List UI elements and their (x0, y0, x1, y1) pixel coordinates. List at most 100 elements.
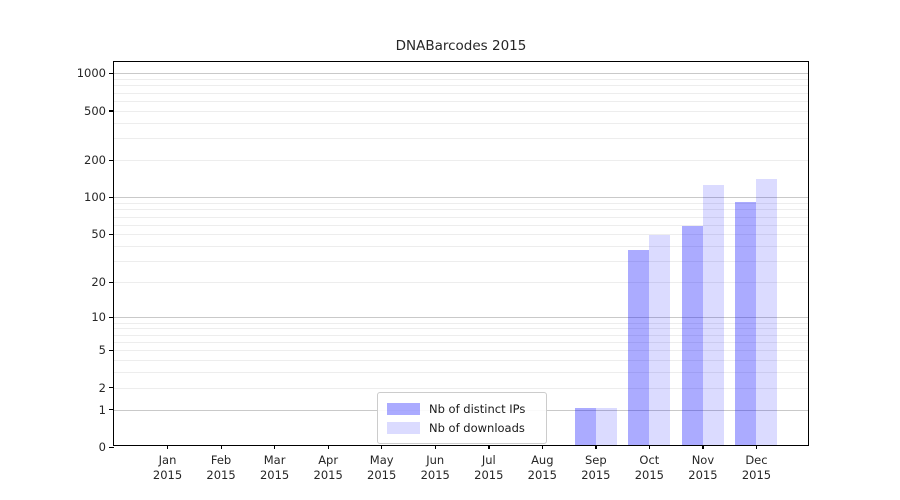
x-tick (648, 445, 651, 449)
gridline-minor (114, 224, 808, 226)
x-tick-year: 2015 (634, 468, 665, 482)
gridline-minor (114, 246, 808, 248)
legend-label-distinct-ips: Nb of distinct IPs (429, 401, 526, 416)
bar-downloads-dec (756, 179, 778, 445)
x-tick-label: Sep 2015 (566, 453, 626, 483)
x-tick (167, 445, 169, 449)
y-tick (109, 409, 114, 411)
y-tick-label: 1 (98, 402, 106, 417)
gridline-minor (114, 92, 808, 94)
x-tick-month: Dec (745, 453, 768, 467)
x-tick-label: Apr 2015 (298, 453, 358, 483)
x-tick-year: 2015 (206, 468, 236, 482)
gridline-minor (114, 234, 808, 236)
gridline-minor (114, 122, 808, 124)
x-tick (381, 445, 383, 449)
x-tick-month: Aug (531, 453, 554, 467)
x-tick-label: Jun 2015 (405, 453, 465, 483)
x-tick-month: Jun (426, 453, 445, 467)
gridline-major (114, 197, 808, 199)
x-tick-year: 2015 (152, 468, 183, 482)
chart-title: DNABarcodes 2015 (395, 38, 527, 54)
gridline-minor (114, 372, 808, 374)
x-tick (327, 445, 329, 449)
y-tick (109, 316, 114, 319)
x-tick-month: Apr (318, 453, 339, 467)
gridline-minor (114, 203, 808, 205)
y-tick-label: 100 (84, 190, 106, 205)
legend: Nb of distinct IPs Nb of downloads (377, 392, 547, 444)
x-tick-year: 2015 (420, 468, 450, 482)
x-tick-month: May (369, 453, 394, 467)
plot-area: 0 1 2 5 10 20 50 100 200 500 1000 Jan 2015 Feb 2015 Mar… (77, 61, 809, 482)
y-tick (109, 387, 114, 389)
gridline-minor (114, 282, 808, 284)
gridline-minor (114, 216, 808, 218)
gridline-major (114, 73, 808, 75)
x-tick (274, 445, 276, 449)
x-tick-label: Aug 2015 (512, 453, 572, 483)
x-tick-label: Dec 2015 (726, 453, 786, 483)
y-tick-label: 0 (98, 440, 106, 454)
legend-label-downloads: Nb of downloads (429, 420, 525, 435)
gridline-minor (114, 334, 808, 336)
x-tick-year: 2015 (367, 468, 397, 482)
x-tick-label: Feb 2015 (191, 453, 251, 483)
x-tick (220, 445, 222, 449)
x-tick-year: 2015 (474, 468, 504, 482)
x-tick-year: 2015 (527, 468, 557, 482)
x-tick (488, 445, 490, 449)
y-tick-label: 10 (91, 310, 106, 325)
x-tick-label: Jul 2015 (459, 453, 519, 483)
x-tick-month: Jul (481, 453, 496, 467)
gridline-minor (114, 387, 808, 389)
x-tick (755, 445, 758, 449)
gridline-minor (114, 138, 808, 140)
x-tick (702, 445, 704, 449)
x-tick-month: Sep (585, 453, 607, 467)
x-tick (541, 445, 544, 449)
gridline-minor (114, 79, 808, 81)
x-tick-label: Mar 2015 (245, 453, 305, 483)
gridline-minor (114, 350, 808, 352)
x-tick-year: 2015 (313, 468, 343, 482)
y-tick-label: 500 (84, 103, 106, 118)
y-tick-label: 1000 (76, 66, 106, 81)
gridline-minor (114, 160, 808, 162)
x-tick-label: Nov 2015 (673, 453, 733, 483)
x-tick (434, 445, 437, 449)
gridline-major (114, 317, 808, 319)
y-tick (109, 446, 114, 448)
y-tick-label: 20 (91, 275, 106, 290)
y-tick (109, 281, 114, 284)
legend-swatch-downloads (387, 421, 420, 434)
x-tick-year: 2015 (688, 468, 718, 482)
bar-downloads-nov (702, 185, 724, 445)
y-tick-label: 50 (91, 227, 106, 242)
gridline-minor (114, 85, 808, 87)
y-tick-label: 5 (98, 343, 106, 358)
y-tick (109, 159, 114, 162)
gridline-minor (114, 101, 808, 103)
y-tick (109, 110, 114, 112)
x-tick-year: 2015 (259, 468, 290, 482)
x-tick-month: Mar (263, 453, 286, 467)
bar-distinct-ips-nov (681, 226, 703, 445)
y-tick (109, 349, 114, 351)
x-tick-label: Oct 2015 (619, 453, 679, 483)
x-tick (595, 445, 597, 449)
x-tick-month: Jan (158, 453, 177, 467)
bar-distinct-ips-dec (735, 202, 757, 445)
y-tick (109, 233, 114, 236)
y-tick-label: 200 (84, 153, 106, 168)
bar-downloads-sep (595, 407, 617, 445)
x-tick-year: 2015 (741, 468, 772, 482)
x-tick-label: Jan 2015 (138, 453, 198, 483)
gridline-minor (114, 322, 808, 324)
legend-item-distinct-ips: Nb of distinct IPs (387, 399, 537, 418)
x-tick-month: Feb (210, 453, 232, 467)
x-tick-month: Nov (691, 453, 715, 467)
x-tick-year: 2015 (581, 468, 611, 482)
gridline-minor (114, 328, 808, 330)
